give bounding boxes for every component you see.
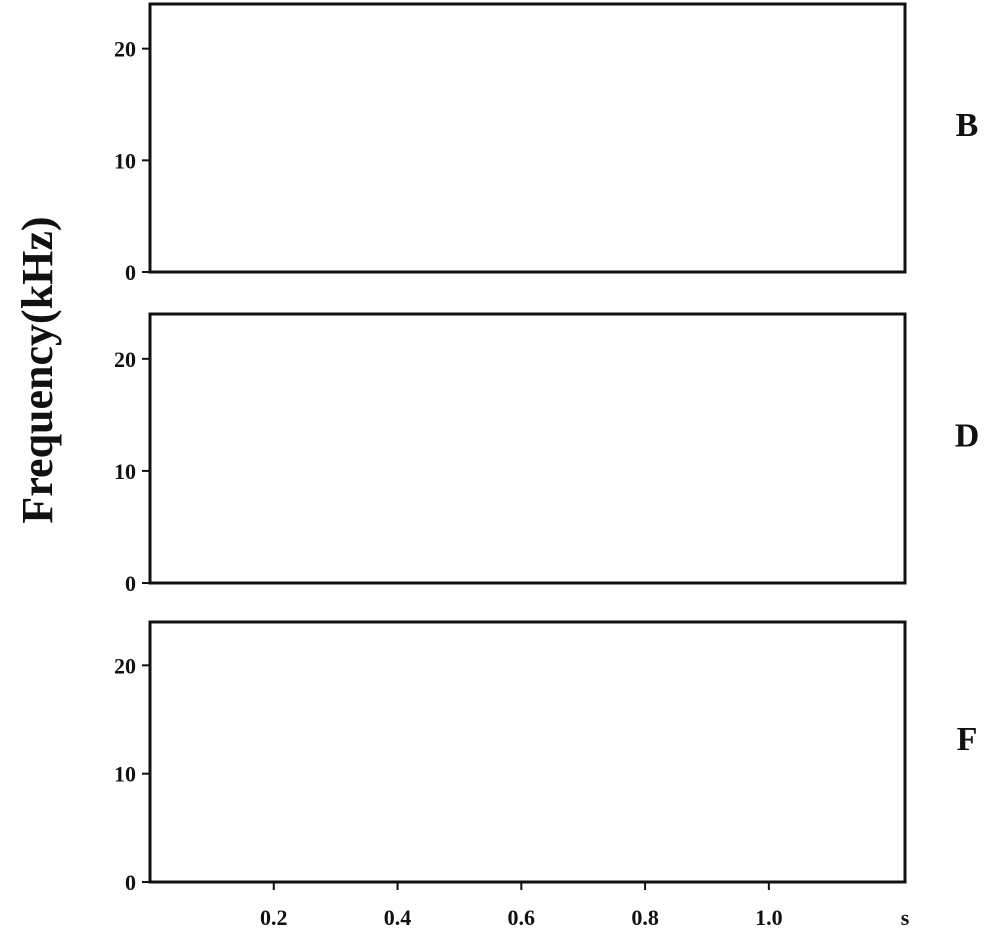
pulse-energy-band xyxy=(689,171,706,250)
pulse-streak xyxy=(738,59,742,127)
pulse-streak xyxy=(838,643,850,709)
pulse-streak xyxy=(874,59,878,127)
pulse-streak xyxy=(480,336,486,404)
pulse-streak xyxy=(215,59,219,127)
pulse-streak xyxy=(528,643,540,709)
pulse-energy-band xyxy=(377,171,393,250)
pulse-streak xyxy=(787,59,791,127)
pulse-streak xyxy=(258,59,262,127)
pulse-energy-band xyxy=(353,504,383,561)
pulse-streak xyxy=(321,643,333,709)
pulse-energy-band xyxy=(782,171,799,250)
pulse-streak xyxy=(574,59,578,127)
pulse-streak xyxy=(842,336,848,404)
pulse-streak xyxy=(793,336,799,404)
pulse-energy-band xyxy=(783,504,813,561)
pulse-energy-band xyxy=(513,171,530,250)
pulse-energy-band xyxy=(649,171,666,250)
pulse-energy-band xyxy=(170,171,186,250)
panel-label: F xyxy=(957,721,978,758)
panel-label: D xyxy=(955,418,980,455)
y-tick-label: 10 xyxy=(114,762,136,787)
pulse-energy-band xyxy=(253,171,270,250)
pulse-energy-band xyxy=(709,504,739,561)
y-tick-label: 0 xyxy=(125,571,136,596)
pulse-energy-band xyxy=(403,795,466,861)
pulse-energy-band xyxy=(569,171,585,250)
pulse-energy-band xyxy=(293,171,310,250)
pulse-streak xyxy=(666,336,672,404)
pulse-streak xyxy=(200,643,212,709)
pulse-streak xyxy=(611,59,615,127)
pulse-energy-band xyxy=(716,795,779,861)
x-tick-label: 1.0 xyxy=(755,905,783,930)
pulse-energy-band xyxy=(210,171,226,250)
pulse-streak xyxy=(694,59,698,127)
panel-d: 0 10 20 D xyxy=(114,312,980,596)
pulse-streak xyxy=(310,336,316,404)
panel-f: 0 10 20 F xyxy=(114,620,978,895)
pulse-energy-band xyxy=(832,171,848,250)
pulse-energy-band xyxy=(301,504,330,561)
pulse-energy-band xyxy=(423,171,440,250)
y-tick-label: 10 xyxy=(114,459,136,484)
pulse-streak xyxy=(192,336,198,404)
pulse-energy-band xyxy=(833,504,863,561)
pulse-streak xyxy=(736,643,748,709)
y-tick-label: 20 xyxy=(114,347,136,372)
pulse-energy-band xyxy=(818,795,881,861)
pulse-energy-band xyxy=(657,504,686,561)
pulse-energy-band xyxy=(607,795,671,861)
y-tick-label: 10 xyxy=(114,148,136,173)
pulse-streak xyxy=(382,59,386,127)
pulse-streak xyxy=(469,59,472,127)
pulse-streak xyxy=(595,336,601,404)
pulse-streak xyxy=(518,59,522,127)
pulse-energy-band xyxy=(337,171,353,250)
pulse-streak xyxy=(627,643,639,709)
pulse-energy-band xyxy=(233,504,262,561)
y-axis-label: Frequency(kHz) xyxy=(13,216,62,523)
pulse-streak xyxy=(654,59,658,127)
y-tick-label: 20 xyxy=(114,653,136,678)
x-tick-label: 0.2 xyxy=(260,905,288,930)
pulse-energy-band xyxy=(418,504,448,561)
y-tick-label: 0 xyxy=(125,870,136,895)
x-axis: 0.2 0.4 0.6 0.8 1.0 xyxy=(260,882,783,930)
pulse-streak xyxy=(545,336,551,404)
pulse-streak xyxy=(423,643,435,709)
x-unit-label: s xyxy=(901,905,910,930)
pulse-streak xyxy=(175,59,178,127)
pulse-energy-band xyxy=(733,171,749,250)
x-tick-label: 0.6 xyxy=(508,905,536,930)
pulse-energy-band xyxy=(180,795,244,861)
pulse-streak xyxy=(342,59,345,127)
pulse-streak xyxy=(718,336,724,404)
pulse-energy-band xyxy=(301,795,364,861)
pulse-energy-band xyxy=(471,504,501,561)
panel-label: B xyxy=(956,107,979,144)
pulse-energy-band xyxy=(606,171,622,250)
pulse-energy-band xyxy=(508,795,572,861)
pulse-streak xyxy=(298,59,302,127)
pulse-energy-band xyxy=(536,504,566,561)
pulse-energy-band xyxy=(869,171,885,250)
plot-frame xyxy=(148,312,907,585)
pulse-energy-band xyxy=(464,171,480,250)
y-tick-label: 20 xyxy=(114,37,136,62)
x-tick-label: 0.4 xyxy=(384,905,412,930)
pulse-streak xyxy=(428,336,434,404)
pulse-streak xyxy=(242,336,248,404)
pulse-energy-band xyxy=(585,504,615,561)
pulse-streak xyxy=(837,59,841,127)
pulse-streak xyxy=(428,59,432,127)
y-tick-label: 0 xyxy=(125,260,136,285)
pulse-energy-band xyxy=(183,504,213,561)
panel-b: 0 10 20 B xyxy=(114,2,979,285)
x-tick-label: 0.8 xyxy=(631,905,659,930)
pulse-streak xyxy=(363,336,369,404)
